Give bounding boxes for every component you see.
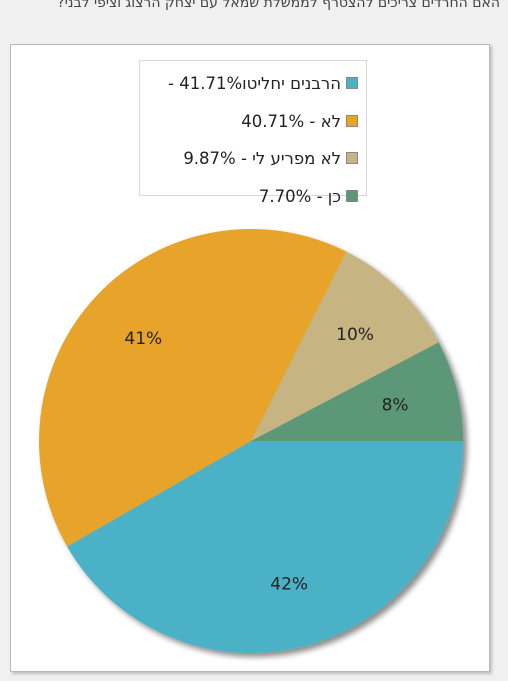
pie-chart: 42% 41% 10% 8% [39, 229, 464, 653]
legend-label-rabbis: הרבנים יחליטו41.71% - [168, 73, 341, 93]
pie-label-dont-mind: 10% [336, 325, 374, 345]
legend-swatch-no [346, 115, 358, 127]
legend-label-dont-mind: לא מפריע לי - 9.87% [183, 148, 341, 168]
legend-label-yes: כן - 7.70% [258, 186, 341, 206]
legend-swatch-yes [346, 190, 358, 202]
question-title: האם החרדים צריכים להצטרף לממשלת שמאל עם … [57, 0, 500, 11]
pie-slice-no [39, 229, 347, 547]
legend-swatch-dont-mind [346, 152, 358, 164]
pie-slice-rabbis [67, 441, 464, 653]
pie-slice-dont-mind [251, 251, 439, 441]
pie-label-no: 41% [124, 329, 162, 349]
pie-label-yes: 8% [382, 395, 409, 415]
pie-slice-yes [251, 342, 463, 441]
legend-item-rabbis: הרבנים יחליטו41.71% - [168, 73, 358, 93]
legend-item-no: לא - 40.71% [241, 111, 358, 131]
chart-legend: הרבנים יחליטו41.71% - לא - 40.71% לא מפר… [139, 60, 367, 206]
pie-label-rabbis: 42% [270, 574, 308, 594]
legend-item-yes: כן - 7.70% [259, 186, 358, 206]
legend-item-dont-mind: לא מפריע לי - 9.87% [183, 148, 358, 168]
legend-label-no: לא - 40.71% [241, 111, 341, 131]
legend-swatch-rabbis [346, 77, 358, 89]
chart-frame: 42% 41% 10% 8% הרבנים יחליטו41.71% - לא - 4… [10, 44, 490, 672]
